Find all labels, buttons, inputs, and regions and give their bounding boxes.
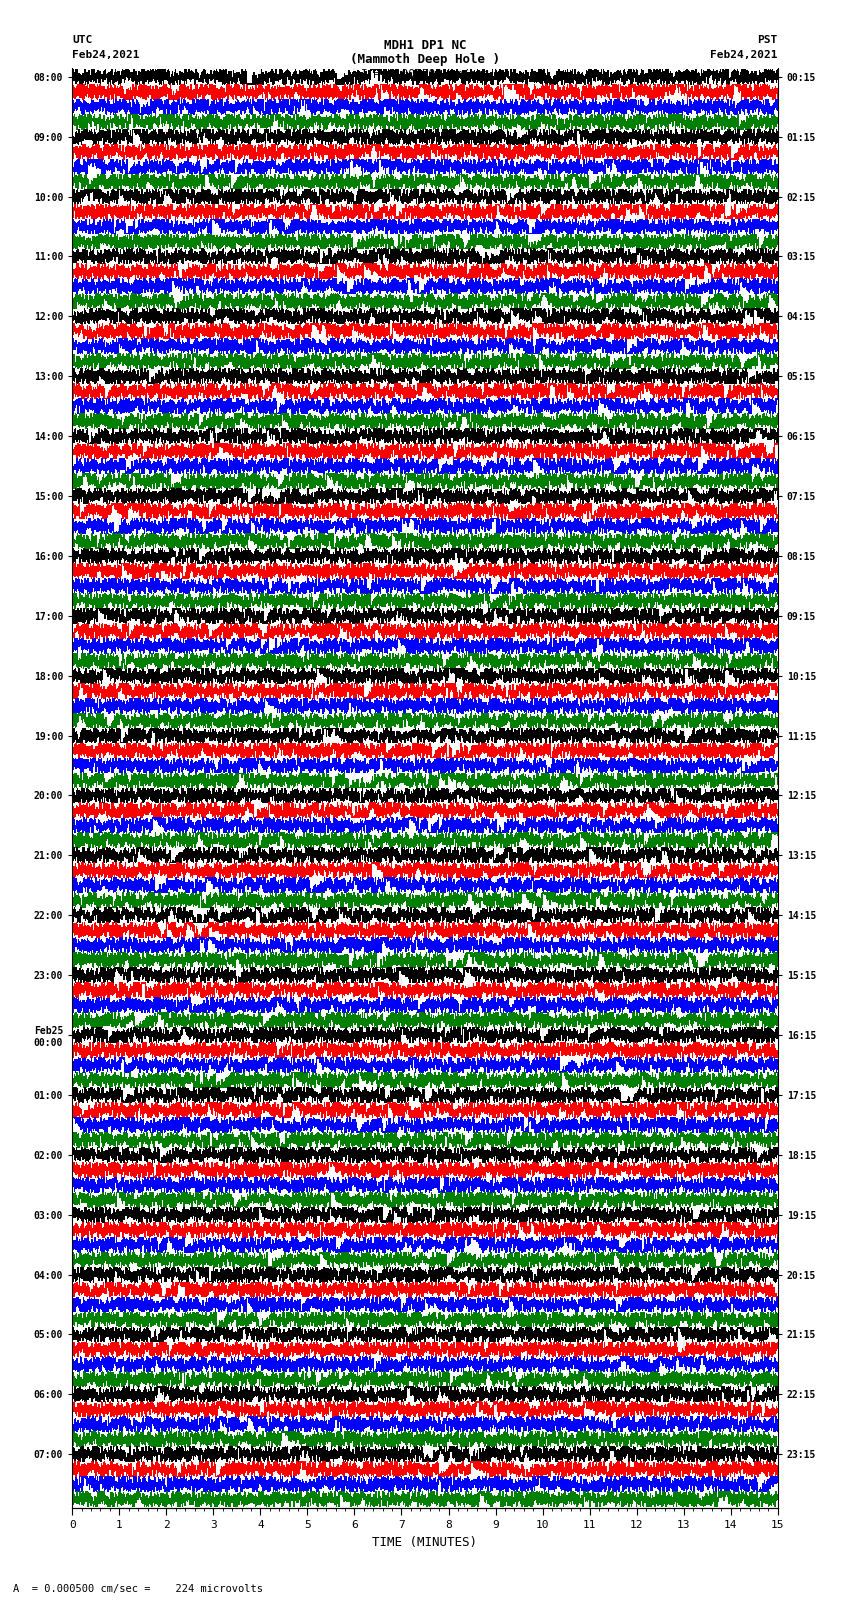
Text: A  = 0.000500 cm/sec =    224 microvolts: A = 0.000500 cm/sec = 224 microvolts xyxy=(13,1584,263,1594)
Text: MDH1 DP1 NC: MDH1 DP1 NC xyxy=(383,39,467,52)
Text: PST: PST xyxy=(757,35,778,45)
Text: UTC: UTC xyxy=(72,35,93,45)
X-axis label: TIME (MINUTES): TIME (MINUTES) xyxy=(372,1536,478,1548)
Text: (Mammoth Deep Hole ): (Mammoth Deep Hole ) xyxy=(350,53,500,66)
Text: Feb24,2021: Feb24,2021 xyxy=(72,50,139,60)
Text: I = 0.000500 cm/sec: I = 0.000500 cm/sec xyxy=(361,69,489,79)
Text: Feb24,2021: Feb24,2021 xyxy=(711,50,778,60)
